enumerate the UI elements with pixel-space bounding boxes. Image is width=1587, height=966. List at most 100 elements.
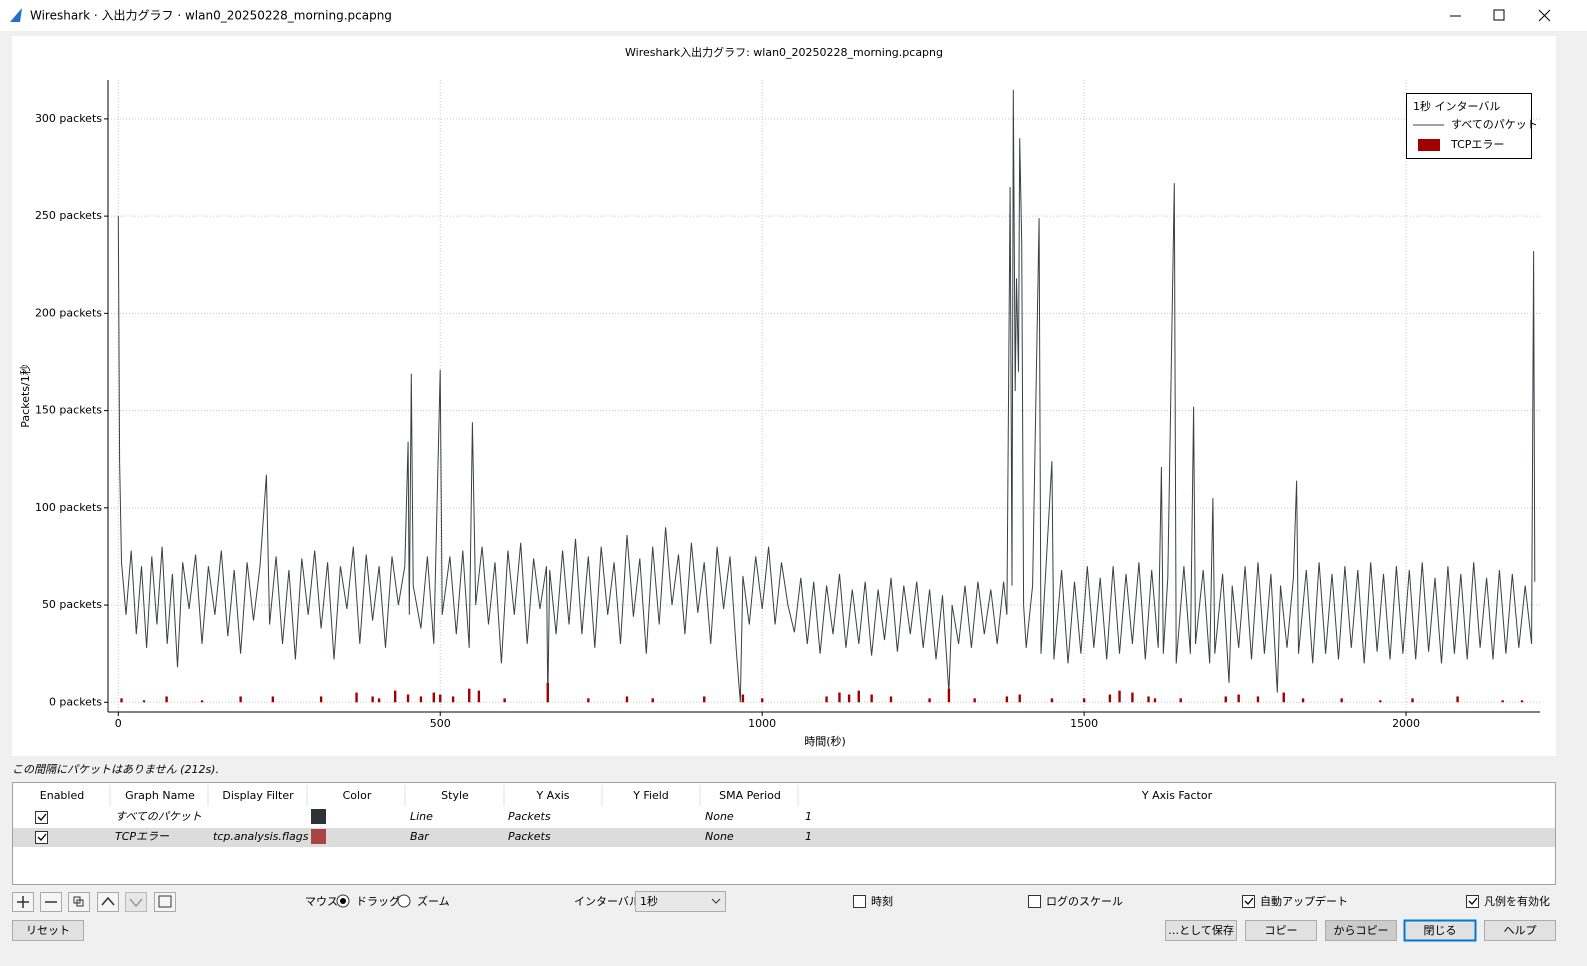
y-tick-label: 100 packets <box>35 501 102 514</box>
option-label: 凡例を有効化 <box>1484 894 1550 908</box>
bar <box>120 698 123 703</box>
bar <box>1379 700 1382 703</box>
bar <box>838 692 841 703</box>
cell: すべてのパケット <box>115 810 202 823</box>
move-up-button[interactable] <box>97 892 119 912</box>
maximize-button[interactable] <box>1493 9 1505 21</box>
mouse-mode-label: ドラッグ <box>356 894 400 908</box>
bar <box>947 688 951 703</box>
cell: Line <box>410 810 433 823</box>
option-label: 自動アップデート <box>1260 894 1348 908</box>
bar <box>1131 692 1134 703</box>
bar <box>1224 696 1227 703</box>
column-header: Style <box>441 789 469 802</box>
title-bar <box>0 0 1587 31</box>
status-text: この間隔にパケットはありません (212s). <box>12 763 219 776</box>
bar <box>1501 700 1504 703</box>
bar <box>239 696 242 703</box>
x-tick-label: 2000 <box>1392 717 1420 730</box>
button-label: リセット <box>26 924 70 937</box>
copy-icon <box>73 896 84 907</box>
column-header: SMA Period <box>719 789 781 802</box>
column-header: Y Axis <box>535 789 569 802</box>
cell: None <box>705 830 734 843</box>
bar <box>973 698 976 703</box>
bar <box>651 698 654 703</box>
bar <box>1237 694 1240 703</box>
cell: Packets <box>508 830 551 843</box>
bar <box>1179 698 1182 703</box>
legend-swatch <box>1418 139 1440 151</box>
button-label: ヘルプ <box>1504 924 1537 937</box>
bar <box>355 692 358 703</box>
bar <box>451 696 455 703</box>
enabled-checkbox[interactable] <box>35 811 48 824</box>
bar <box>165 696 168 703</box>
button-label: …として保存 <box>1168 923 1234 937</box>
bar <box>870 694 873 703</box>
column-header: Display Filter <box>222 789 294 802</box>
button-label: コピー <box>1265 924 1298 937</box>
option-checkbox[interactable] <box>1466 895 1479 908</box>
close-window-button[interactable] <box>1538 9 1551 22</box>
button[interactable] <box>12 920 84 941</box>
mouse-label: マウス <box>305 895 338 908</box>
enabled-checkbox[interactable] <box>35 831 48 844</box>
bar <box>1108 694 1112 703</box>
enabled-checkbox-mark <box>37 813 47 821</box>
bar <box>1520 700 1524 703</box>
bar <box>587 698 590 703</box>
option-checkbox[interactable] <box>1242 895 1255 908</box>
cell: Bar <box>410 830 430 843</box>
plot-panel <box>12 36 1556 756</box>
option-checkbox[interactable] <box>853 895 866 908</box>
color-swatch <box>311 829 326 844</box>
button[interactable] <box>1165 920 1237 941</box>
option-checkbox-mark <box>1468 897 1478 905</box>
bar <box>468 688 471 703</box>
bar <box>889 696 893 703</box>
up-icon <box>101 896 115 906</box>
bar <box>406 694 410 703</box>
bar <box>1147 696 1150 703</box>
column-header: Color <box>343 789 372 802</box>
cell: None <box>705 810 734 823</box>
column-header: Y Axis Factor <box>1141 789 1213 802</box>
button[interactable] <box>1484 920 1556 941</box>
column-header: Y Field <box>632 789 669 802</box>
radio-dot <box>340 898 346 904</box>
copy-graph-button[interactable] <box>68 892 90 912</box>
bar <box>703 696 706 703</box>
bar <box>200 700 204 703</box>
move-down-button[interactable] <box>125 892 147 912</box>
mouse-mode-label: ズーム <box>417 894 450 908</box>
interval-select[interactable] <box>635 891 726 912</box>
bar <box>319 696 323 703</box>
row-highlight <box>13 828 1555 847</box>
x-tick-label: 1500 <box>1070 717 1098 730</box>
clear-button[interactable] <box>154 892 176 912</box>
bar <box>1018 694 1021 703</box>
mouse-mode-radio[interactable] <box>397 894 411 908</box>
column-header: Enabled <box>40 789 84 802</box>
option-label: 時刻 <box>871 894 893 908</box>
bar <box>1301 698 1305 703</box>
bar <box>625 696 629 703</box>
bar <box>271 696 275 703</box>
bar <box>1082 698 1086 703</box>
legend-entry: TCPエラー <box>1450 138 1504 151</box>
button[interactable] <box>1245 920 1317 941</box>
bar <box>1256 696 1260 703</box>
button[interactable] <box>1403 919 1477 942</box>
legend-entry: すべてのパケット <box>1451 118 1538 131</box>
interval-label: インターバル <box>574 895 640 908</box>
toolbar-icons <box>12 892 176 912</box>
down-icon <box>129 898 143 908</box>
option-checkbox[interactable] <box>1028 895 1041 908</box>
bar <box>503 698 506 703</box>
bar <box>371 696 374 703</box>
bar <box>1118 690 1121 703</box>
bar <box>393 690 397 703</box>
column-header: Graph Name <box>125 789 195 802</box>
